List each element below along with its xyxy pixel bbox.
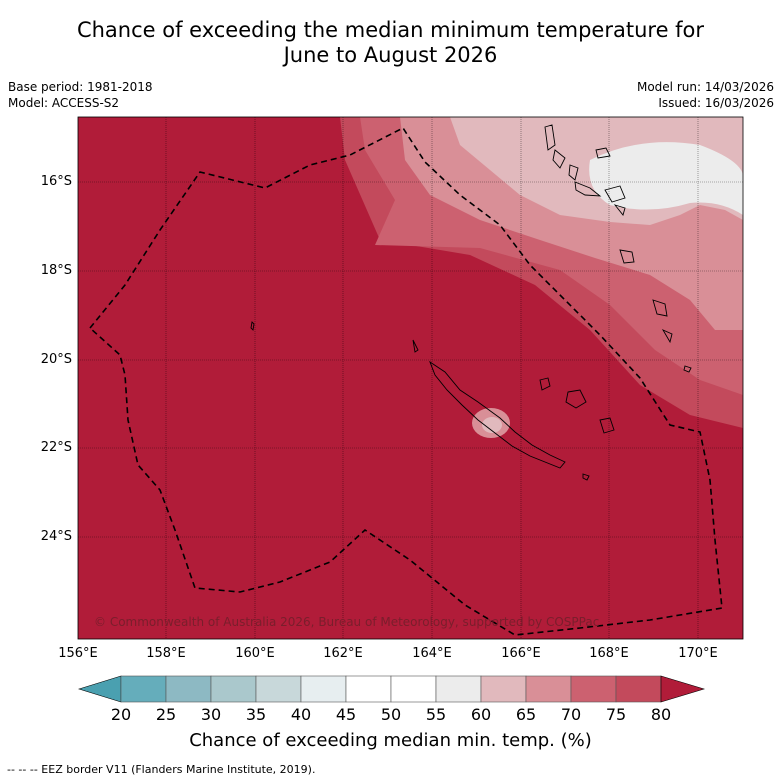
lon-tick-166e: 166°E bbox=[501, 646, 541, 661]
colorbar-swatch-35 bbox=[255, 675, 302, 703]
colorbar-swatch-45 bbox=[345, 675, 392, 703]
vanuatu-coast bbox=[544, 124, 692, 373]
copyright-text: © Commonwealth of Australia 2026, Bureau… bbox=[94, 615, 599, 629]
lat-tick-24s: 24°S bbox=[40, 529, 72, 544]
model-run: Model run: 14/03/2026 bbox=[636, 80, 774, 94]
new-caledonia-coast bbox=[429, 360, 566, 469]
colorbar-swatch-75 bbox=[615, 675, 662, 703]
colorbar-swatch-55 bbox=[435, 675, 482, 703]
colorbar-swatch-70 bbox=[570, 675, 617, 703]
map-area: © Commonwealth of Australia 2026, Bureau… bbox=[78, 117, 743, 639]
colorbar-label-80: 80 bbox=[650, 705, 672, 724]
colorbar-label-40: 40 bbox=[290, 705, 312, 724]
model-name: Model: ACCESS-S2 bbox=[8, 96, 120, 110]
meta-right: Model run: 14/03/2026 Issued: 16/03/2026 bbox=[637, 79, 774, 111]
chart-title: Chance of exceeding the median minimum t… bbox=[0, 18, 781, 68]
colorbar-swatch-30 bbox=[210, 675, 257, 703]
coastlines bbox=[250, 124, 692, 481]
lon-tick-168e: 168°E bbox=[589, 646, 629, 661]
colorbar-label-70: 70 bbox=[560, 705, 582, 724]
colorbar-label-45: 45 bbox=[335, 705, 357, 724]
contour-55 bbox=[589, 142, 743, 215]
issued-date: Issued: 16/03/2026 bbox=[658, 96, 774, 110]
meta-left: Base period: 1981-2018 Model: ACCESS-S2 bbox=[8, 79, 153, 111]
colorbar-over-arrow bbox=[660, 675, 706, 703]
eez-border bbox=[88, 126, 723, 636]
lon-tick-164e: 164°E bbox=[412, 646, 452, 661]
colorbar-swatch-20 bbox=[120, 675, 167, 703]
map-frame bbox=[77, 116, 744, 640]
colorbar-swatch-65 bbox=[525, 675, 572, 703]
gridlines bbox=[78, 117, 743, 639]
colorbar-swatch-40 bbox=[300, 675, 347, 703]
title-line-1: Chance of exceeding the median minimum t… bbox=[76, 18, 705, 42]
colorbar-label-50: 50 bbox=[380, 705, 402, 724]
colorbar-label-65: 65 bbox=[515, 705, 537, 724]
colorbar bbox=[77, 675, 706, 703]
colorbar-swatch-50 bbox=[390, 675, 437, 703]
small-islands bbox=[250, 321, 590, 481]
colorbar-label-35: 35 bbox=[245, 705, 267, 724]
lon-tick-160e: 160°E bbox=[235, 646, 275, 661]
lon-tick-158e: 158°E bbox=[146, 646, 186, 661]
colorbar-swatch-25 bbox=[165, 675, 212, 703]
colorbar-label-20: 20 bbox=[110, 705, 132, 724]
lat-tick-18s: 18°S bbox=[40, 263, 72, 278]
local-patch-inner bbox=[482, 417, 502, 433]
loyalty-islands-coast bbox=[539, 377, 615, 434]
colorbar-label-55: 55 bbox=[425, 705, 447, 724]
title-line-2: June to August 2026 bbox=[283, 43, 498, 67]
eez-footnote: -- -- -- EEZ border V11 (Flanders Marine… bbox=[7, 763, 316, 776]
lat-tick-16s: 16°S bbox=[40, 174, 72, 189]
colorbar-title: Chance of exceeding median min. temp. (%… bbox=[189, 730, 592, 751]
colorbar-label-30: 30 bbox=[200, 705, 222, 724]
colorbar-label-60: 60 bbox=[470, 705, 492, 724]
colorbar-label-25: 25 bbox=[155, 705, 177, 724]
colorbar-under-arrow bbox=[77, 675, 122, 703]
colorbar-label-75: 75 bbox=[605, 705, 627, 724]
lon-tick-170e: 170°E bbox=[678, 646, 718, 661]
lon-tick-156e: 156°E bbox=[58, 646, 98, 661]
base-period: Base period: 1981-2018 bbox=[8, 80, 153, 94]
colorbar-swatch-60 bbox=[480, 675, 527, 703]
lat-tick-20s: 20°S bbox=[40, 352, 72, 367]
lat-tick-22s: 22°S bbox=[40, 440, 72, 455]
lon-tick-162e: 162°E bbox=[323, 646, 363, 661]
